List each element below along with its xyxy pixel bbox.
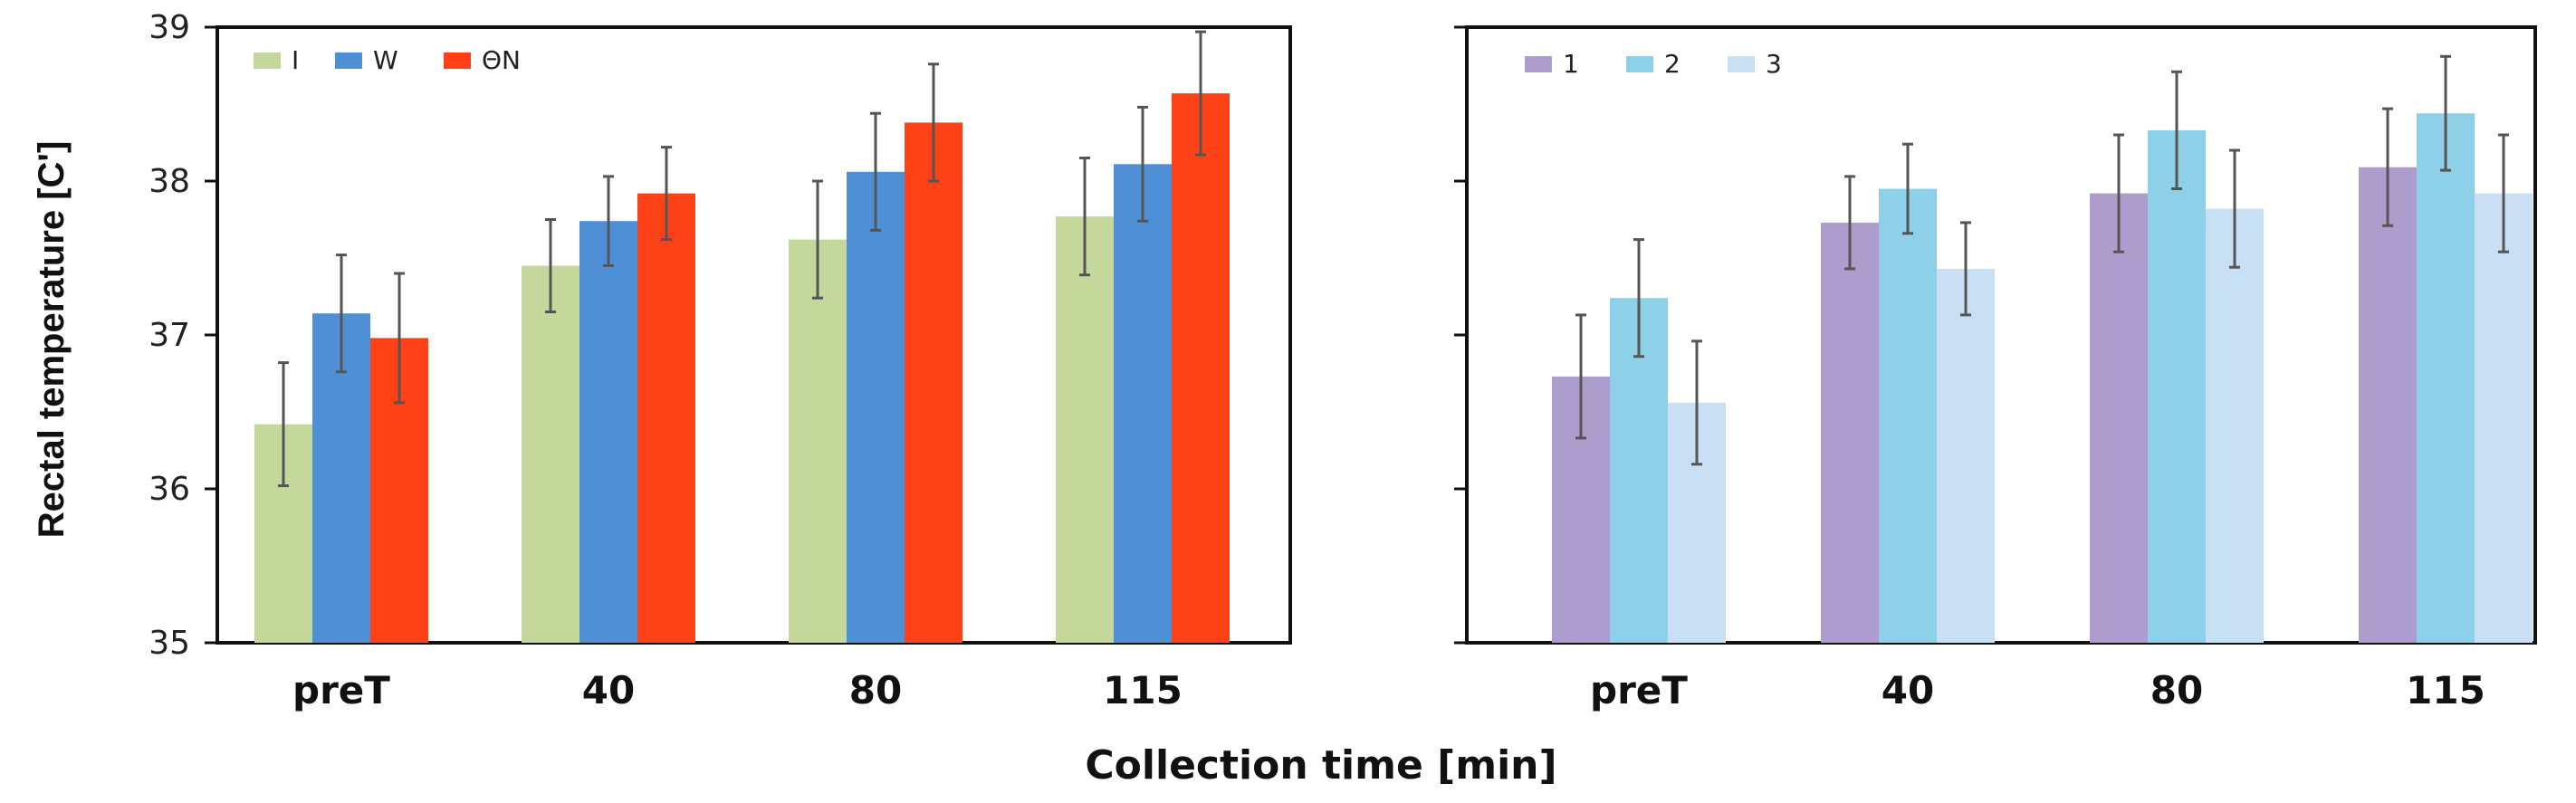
bar xyxy=(2475,193,2533,643)
legend-label: 2 xyxy=(1664,49,1681,79)
y-tick-label: 36 xyxy=(148,471,190,508)
legend-label: 3 xyxy=(1766,49,1782,79)
x-tick-label: 80 xyxy=(849,668,902,712)
legend-label: I xyxy=(292,45,299,75)
bar xyxy=(1114,164,1172,644)
bar xyxy=(2359,167,2417,643)
y-tick-label: 38 xyxy=(148,163,190,200)
legend-swatch xyxy=(444,53,471,69)
bar xyxy=(2417,113,2475,643)
bar xyxy=(2206,208,2264,643)
bar xyxy=(1056,216,1114,643)
x-tick-label: preT xyxy=(1590,668,1688,712)
y-tick-label: 37 xyxy=(148,317,190,354)
legend-label: ΘN xyxy=(482,45,521,75)
x-tick-label: 80 xyxy=(2150,668,2203,712)
right-chart-panel: preT 40 80 115 1 2 3 xyxy=(1454,25,2537,712)
x-tick-label: 40 xyxy=(1882,668,1934,712)
legend-swatch xyxy=(335,53,362,69)
bar xyxy=(1821,222,1879,643)
bar xyxy=(905,122,962,643)
legend-swatch xyxy=(1626,56,1653,72)
legend-swatch xyxy=(1525,56,1552,72)
left-chart-panel: 35 36 37 38 39 preT 40 80 115 I W ΘN xyxy=(148,9,1292,712)
x-tick-label: 115 xyxy=(2406,668,2485,712)
bar xyxy=(2148,129,2206,643)
legend-swatch xyxy=(1728,56,1755,72)
bar xyxy=(579,221,637,643)
legend-swatch xyxy=(254,53,281,69)
bar xyxy=(789,239,847,643)
x-tick-label: 115 xyxy=(1103,668,1183,712)
bar xyxy=(1172,93,1230,644)
bar xyxy=(847,171,905,644)
x-axis-label: Collection time [min] xyxy=(1085,742,1556,789)
bar xyxy=(2090,193,2148,643)
legend-label: 1 xyxy=(1563,49,1579,79)
x-tick-label: 40 xyxy=(582,668,635,712)
bar xyxy=(1937,268,1995,643)
legend-label: W xyxy=(373,45,398,75)
y-axis-label: Rectal temperature [C'] xyxy=(32,141,72,539)
bar xyxy=(522,265,579,643)
y-tick-label: 35 xyxy=(148,625,190,662)
bar xyxy=(637,193,695,643)
y-tick-label: 39 xyxy=(148,9,190,46)
x-tick-label: preT xyxy=(292,668,390,712)
bar xyxy=(1879,188,1937,643)
